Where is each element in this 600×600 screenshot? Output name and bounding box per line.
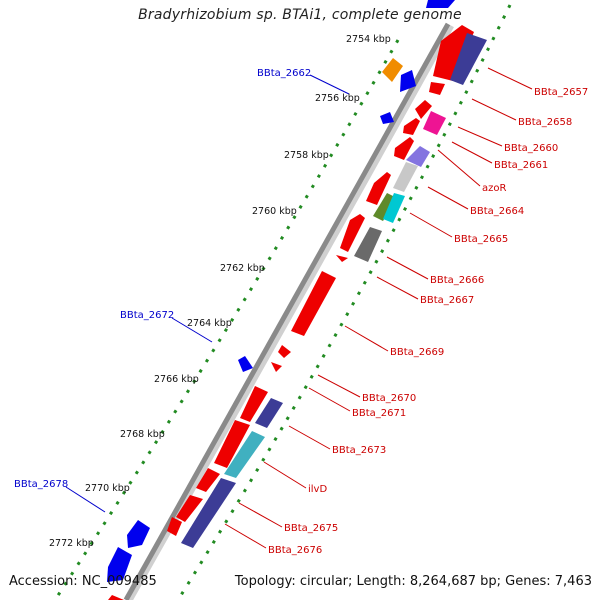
gene-label[interactable]: BBta_2667 bbox=[420, 295, 474, 306]
kbp-tick-label: 2768 kbp bbox=[120, 429, 165, 440]
genome-summary-text: Topology: circular; Length: 8,264,687 bp… bbox=[234, 574, 592, 589]
gene-arrow bbox=[238, 356, 253, 372]
gene-label[interactable]: BBta_2662 bbox=[257, 68, 311, 79]
forward-leaders bbox=[65, 74, 350, 513]
gene-arrow bbox=[380, 112, 394, 124]
forward-genes bbox=[107, 0, 455, 582]
gene-block bbox=[255, 398, 283, 428]
gene-arrow bbox=[400, 70, 416, 92]
gene-label[interactable]: ilvD bbox=[308, 484, 327, 495]
gene-label[interactable]: BBta_2666 bbox=[430, 275, 484, 286]
kbp-tick-label: 2758 kbp bbox=[284, 150, 329, 161]
map-title: Bradyrhizobium sp. BTAi1, complete genom… bbox=[138, 7, 462, 23]
gene-arrow bbox=[107, 547, 132, 582]
gene-block bbox=[423, 111, 446, 135]
gene-label[interactable]: BBta_2664 bbox=[470, 206, 524, 217]
gene-label[interactable]: BBta_2673 bbox=[332, 445, 386, 456]
accession-text: Accession: NC_009485 bbox=[9, 574, 157, 589]
gene-block bbox=[373, 193, 397, 221]
gene-label[interactable]: BBta_2675 bbox=[284, 523, 338, 534]
gene-block bbox=[406, 146, 430, 167]
kbp-scale: 2754 kbp 2756 kbp 2758 kbp 2760 kbp 2762… bbox=[49, 34, 391, 549]
kbp-tick-label: 2756 kbp bbox=[315, 93, 360, 104]
kbp-tick-label: 2762 kbp bbox=[220, 263, 265, 274]
reverse-gene-labels: BBta_2657 BBta_2658 BBta_2660 BBta_2661 … bbox=[268, 87, 588, 556]
gene-arrow bbox=[426, 0, 455, 8]
forward-gene-labels: BBta_2662 BBta_2672 BBta_2678 bbox=[14, 68, 311, 490]
kbp-tick-label: 2764 kbp bbox=[187, 318, 232, 329]
gene-label[interactable]: BBta_2657 bbox=[534, 87, 588, 98]
gene-block bbox=[224, 431, 265, 478]
kbp-tick-label: 2766 kbp bbox=[154, 374, 199, 385]
reverse-genes bbox=[108, 25, 474, 600]
kbp-tick-label: 2772 kbp bbox=[49, 538, 94, 549]
gene-block bbox=[450, 33, 487, 85]
gene-label[interactable]: BBta_2676 bbox=[268, 545, 322, 556]
gene-label[interactable]: BBta_2672 bbox=[120, 310, 174, 321]
gene-label[interactable]: BBta_2665 bbox=[454, 234, 508, 245]
outer-dot-track bbox=[53, 39, 400, 600]
gene-label[interactable]: BBta_2670 bbox=[362, 393, 416, 404]
gene-arrow bbox=[127, 520, 150, 548]
gene-label[interactable]: azoR bbox=[482, 183, 506, 194]
gene-label[interactable]: BBta_2661 bbox=[494, 160, 548, 171]
gene-label[interactable]: BBta_2669 bbox=[390, 347, 444, 358]
gene-label[interactable]: BBta_2671 bbox=[352, 408, 406, 419]
kbp-tick-label: 2760 kbp bbox=[252, 206, 297, 217]
gene-block bbox=[354, 227, 382, 262]
gene-label[interactable]: BBta_2658 bbox=[518, 117, 572, 128]
gene-label[interactable]: BBta_2660 bbox=[504, 143, 558, 154]
kbp-tick-label: 2754 kbp bbox=[346, 34, 391, 45]
backbone bbox=[123, 22, 451, 600]
kbp-tick-label: 2770 kbp bbox=[85, 483, 130, 494]
gene-label[interactable]: BBta_2678 bbox=[14, 479, 68, 490]
gene-arrow bbox=[382, 58, 403, 82]
reverse-leaders bbox=[224, 67, 533, 549]
gene-block bbox=[383, 193, 405, 223]
gene-block bbox=[181, 478, 236, 548]
gene-block bbox=[393, 162, 418, 192]
